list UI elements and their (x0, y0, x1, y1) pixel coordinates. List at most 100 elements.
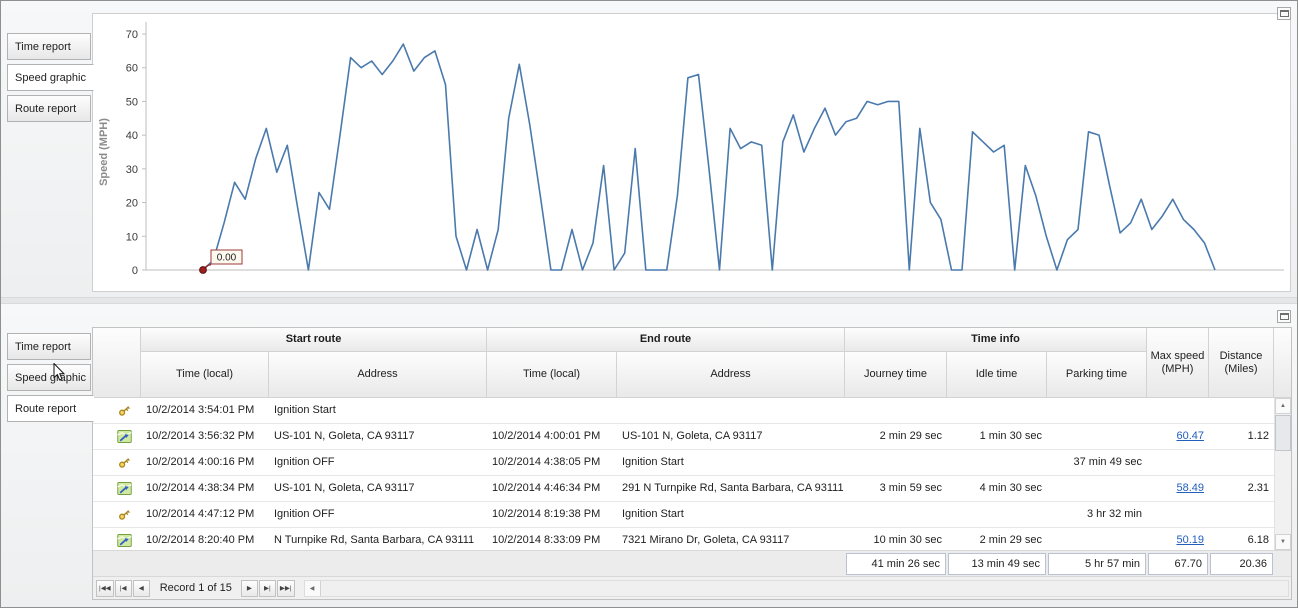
tab-speed-graphic-top[interactable]: Speed graphic (7, 64, 94, 91)
cell (617, 398, 845, 423)
scrollbar-thumb[interactable] (1275, 415, 1291, 451)
cell (1147, 502, 1209, 527)
column-header-end-address[interactable]: Address (617, 352, 845, 398)
first-record-button[interactable]: |◀◀ (96, 579, 114, 597)
cell: 3 min 59 sec (879, 482, 942, 494)
row-indicator (93, 476, 107, 501)
cell (1147, 450, 1209, 475)
summary-journey-time: 41 min 26 sec (846, 552, 946, 575)
column-header-journey-time[interactable]: Journey time (845, 352, 947, 398)
group-header-end-route[interactable]: End route (487, 328, 845, 352)
cell: 50.19 (1147, 528, 1209, 550)
ignition-key-icon (107, 502, 141, 527)
tab-time-report-top[interactable]: Time report (7, 33, 91, 60)
cell: 10/2/2014 8:20:40 PM (146, 534, 255, 546)
table-row[interactable]: 10/2/2014 3:54:01 PM Ignition Start (93, 398, 1274, 424)
cell: 10/2/2014 3:54:01 PM (146, 404, 255, 416)
last-record-button[interactable]: ▶▶| (276, 579, 295, 597)
column-header-max-speed[interactable]: Max speed (MPH) (1147, 328, 1209, 398)
cell: 2 min 29 sec (879, 430, 942, 442)
summary-idle-time: 13 min 49 sec (948, 552, 1046, 575)
tab-speed-graphic-bottom[interactable]: Speed graphic (7, 364, 91, 391)
collapse-bottom-panel-button[interactable] (1277, 310, 1291, 323)
column-header-start-address[interactable]: Address (269, 352, 487, 398)
cell (1047, 528, 1147, 550)
table-rows: 10/2/2014 3:54:01 PM Ignition Start 10/2/2… (93, 398, 1274, 550)
cell: 10 min 30 sec (873, 534, 942, 546)
prev-record-button[interactable]: ◀ (132, 579, 150, 597)
record-navigator: |◀◀ |◀ ◀ Record 1 of 15 ▶ ▶| ▶▶| ◀ (93, 576, 1291, 599)
cell (1209, 502, 1274, 527)
vertical-scrollbar[interactable]: ▲ ▼ (1274, 398, 1291, 550)
svg-text:10: 10 (126, 231, 138, 243)
svg-text:Speed (MPH): Speed (MPH) (98, 118, 110, 186)
column-header-end-time[interactable]: Time (local) (487, 352, 617, 398)
svg-text:20: 20 (126, 198, 138, 210)
hscroll-left-button[interactable]: ◀ (304, 580, 321, 596)
cell: 10/2/2014 4:47:12 PM (146, 508, 255, 520)
route-map-icon (107, 476, 141, 501)
cell: 2.31 (1247, 482, 1269, 494)
cell: N Turnpike Rd, Santa Barbara, CA 93111 (274, 534, 475, 546)
max-speed-link[interactable]: 58.49 (1176, 482, 1204, 494)
speed-graphic-panel: Time report Speed graphic Route report 0… (1, 1, 1297, 297)
summary-distance: 20.36 (1210, 552, 1273, 575)
scroll-up-button[interactable]: ▲ (1275, 398, 1291, 414)
table-row[interactable]: 10/2/2014 3:56:32 PM US-101 N, Goleta, CA… (93, 424, 1274, 450)
tab-route-report-top[interactable]: Route report (7, 95, 91, 122)
cell (845, 502, 947, 527)
cell: 10/2/2014 4:38:34 PM (146, 482, 255, 494)
cell: US-101 N, Goleta, CA 93117 (274, 482, 415, 494)
cell: Ignition Start (622, 456, 684, 468)
cell: Ignition Start (622, 508, 684, 520)
record-counter: Record 1 of 15 (159, 582, 232, 594)
ignition-key-icon (107, 450, 141, 475)
cell (487, 398, 617, 423)
cell (845, 398, 947, 423)
cell: Ignition OFF (274, 456, 335, 468)
summary-max-speed: 67.70 (1148, 552, 1208, 575)
cell: 3 hr 32 min (1086, 508, 1142, 520)
column-header-idle-time[interactable]: Idle time (947, 352, 1047, 398)
horizontal-scrollbar[interactable]: ◀ (303, 579, 1289, 597)
svg-text:50: 50 (126, 96, 138, 108)
collapse-top-panel-button[interactable] (1277, 7, 1291, 20)
table-row[interactable]: 10/2/2014 4:00:16 PM Ignition OFF 10/2/201… (93, 450, 1274, 476)
cell: 37 min 49 sec (1073, 456, 1142, 468)
cell: 10/2/2014 8:33:09 PM (492, 534, 601, 546)
tab-route-report-bottom[interactable]: Route report (7, 395, 94, 422)
max-speed-link[interactable]: 60.47 (1176, 430, 1204, 442)
cell: 10/2/2014 4:00:01 PM (492, 430, 601, 442)
cell (1047, 398, 1147, 423)
route-map-icon (107, 528, 141, 550)
collapse-icon (1279, 10, 1289, 17)
table-header: Start route End route Time info Max spee… (93, 328, 1274, 398)
cell: 2 min 29 sec (979, 534, 1042, 546)
column-header-parking-time[interactable]: Parking time (1047, 352, 1147, 398)
next-page-button[interactable]: ▶| (258, 579, 276, 597)
table-row[interactable]: 10/2/2014 4:47:12 PM Ignition OFF 10/2/201… (93, 502, 1274, 528)
prev-page-button[interactable]: |◀ (114, 579, 132, 597)
tab-time-report-bottom[interactable]: Time report (7, 333, 91, 360)
speed-chart: 0 10 20 30 40 50 60 70 Speed (MPH) 0.00 (92, 13, 1291, 292)
cell (1147, 398, 1209, 423)
route-report-panel: Time report Speed graphic Route report S… (1, 304, 1297, 607)
column-header-start-time[interactable]: Time (local) (141, 352, 269, 398)
icon-column-header (93, 328, 141, 398)
scroll-down-button[interactable]: ▼ (1275, 534, 1291, 550)
next-record-button[interactable]: ▶ (240, 579, 258, 597)
panel-splitter[interactable] (1, 297, 1297, 304)
row-indicator (93, 502, 107, 527)
table-row[interactable]: 10/2/2014 8:20:40 PM N Turnpike Rd, Santa… (93, 528, 1274, 550)
group-header-start-route[interactable]: Start route (141, 328, 487, 352)
row-indicator (93, 528, 107, 550)
cell (947, 450, 1047, 475)
speed-line-chart: 0 10 20 30 40 50 60 70 Speed (MPH) 0.00 (98, 22, 1284, 277)
group-header-time-info[interactable]: Time info (845, 328, 1147, 352)
svg-text:40: 40 (126, 130, 138, 142)
column-header-distance[interactable]: Distance (Miles) (1209, 328, 1274, 398)
summary-parking-time: 5 hr 57 min (1048, 552, 1146, 575)
table-row[interactable]: 10/2/2014 4:38:34 PM US-101 N, Goleta, CA… (93, 476, 1274, 502)
max-speed-link[interactable]: 50.19 (1176, 534, 1204, 546)
